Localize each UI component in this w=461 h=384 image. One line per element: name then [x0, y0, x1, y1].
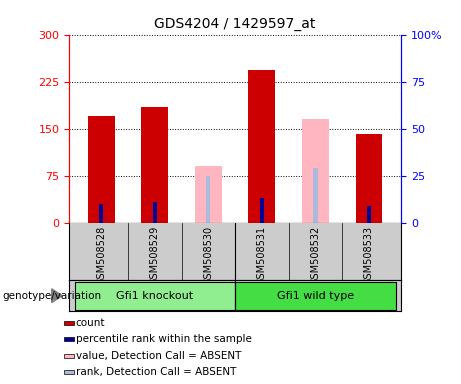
- Bar: [142, 107, 168, 223]
- Bar: [99, 204, 103, 223]
- Bar: [64, 354, 75, 358]
- Bar: [206, 176, 211, 223]
- Text: Gfi1 wild type: Gfi1 wild type: [277, 291, 354, 301]
- Bar: [302, 119, 329, 223]
- Text: value, Detection Call = ABSENT: value, Detection Call = ABSENT: [76, 351, 241, 361]
- Text: GSM508531: GSM508531: [257, 226, 267, 285]
- Bar: [88, 116, 115, 223]
- Text: rank, Detection Call = ABSENT: rank, Detection Call = ABSENT: [76, 367, 236, 377]
- Text: genotype/variation: genotype/variation: [2, 291, 101, 301]
- Text: GSM508532: GSM508532: [310, 226, 320, 285]
- Text: percentile rank within the sample: percentile rank within the sample: [76, 334, 251, 344]
- Bar: [248, 70, 275, 223]
- Text: GSM508529: GSM508529: [150, 226, 160, 285]
- Bar: [260, 198, 264, 223]
- Bar: [64, 370, 75, 374]
- Bar: [367, 206, 371, 223]
- Bar: [64, 321, 75, 325]
- Bar: [195, 166, 222, 223]
- Bar: [64, 338, 75, 341]
- Text: GSM508533: GSM508533: [364, 226, 374, 285]
- Text: GSM508528: GSM508528: [96, 226, 106, 285]
- Text: count: count: [76, 318, 105, 328]
- Title: GDS4204 / 1429597_at: GDS4204 / 1429597_at: [154, 17, 316, 31]
- Text: GSM508530: GSM508530: [203, 226, 213, 285]
- Bar: [355, 134, 382, 223]
- Bar: [235, 282, 396, 310]
- Text: Gfi1 knockout: Gfi1 knockout: [116, 291, 193, 301]
- Bar: [153, 202, 157, 223]
- Bar: [313, 167, 318, 223]
- Bar: [75, 282, 235, 310]
